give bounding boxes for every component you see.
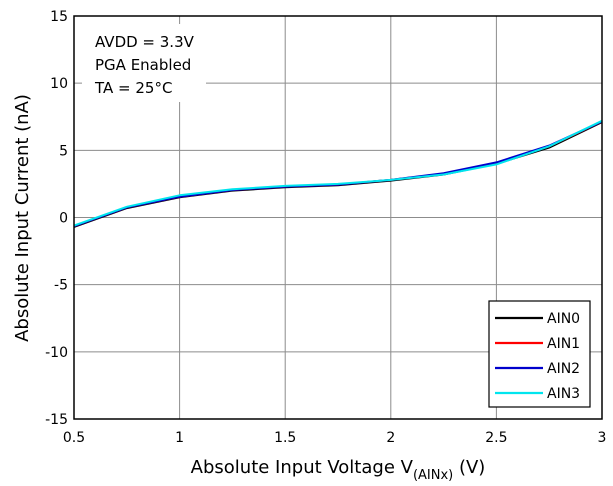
legend-label-ain2: AIN2	[547, 361, 580, 377]
x-tick-label: 2	[386, 430, 395, 446]
x-tick-label: 3	[598, 430, 607, 446]
y-tick-label: 10	[50, 76, 68, 92]
x-tick-label: 1.5	[274, 430, 296, 446]
y-tick-label: -10	[45, 345, 68, 361]
y-tick-label: 0	[59, 211, 68, 227]
x-tick-label: 1	[175, 430, 184, 446]
annotation-avdd: AVDD = 3.3V	[95, 33, 195, 51]
y-tick-label: 15	[50, 9, 68, 25]
x-axis-title: Absolute Input Voltage V(AINx) (V)	[191, 457, 486, 483]
annotation-box	[82, 24, 206, 102]
x-tick-label: 2.5	[485, 430, 507, 446]
legend: AIN0 AIN1 AIN2 AIN3	[488, 300, 591, 408]
series-line-ain3	[73, 119, 603, 227]
legend-label-ain0: AIN0	[547, 311, 580, 327]
y-tick-label: -15	[45, 412, 68, 428]
annotation-temp: TA = 25°C	[94, 79, 172, 97]
annotation-pga: PGA Enabled	[95, 56, 191, 74]
plot-border	[73, 15, 603, 420]
series-lines	[73, 119, 603, 228]
legend-label-ain3: AIN3	[547, 386, 580, 402]
y-tick-label: -5	[54, 278, 68, 294]
tick-labels: 0.5 1 1.5 2 2.5 3 15 10 5 0 -5 -10 -15	[45, 9, 606, 446]
legend-label-ain1: AIN1	[547, 336, 580, 352]
y-axis-title: Absolute Input Current (nA)	[12, 94, 33, 342]
y-tick-label: 5	[59, 143, 68, 159]
x-tick-label: 0.5	[63, 430, 85, 446]
